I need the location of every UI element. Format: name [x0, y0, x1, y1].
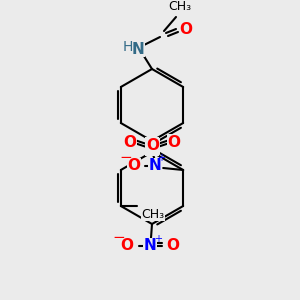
Text: N: N: [149, 158, 162, 173]
Text: O: O: [124, 135, 136, 150]
Text: O: O: [179, 22, 193, 37]
Text: O: O: [167, 238, 179, 253]
Text: −: −: [112, 230, 125, 244]
Text: O: O: [121, 238, 134, 253]
Text: H: H: [123, 40, 133, 54]
Text: N: N: [144, 238, 156, 253]
Text: O: O: [128, 158, 141, 173]
Text: CH₃: CH₃: [168, 1, 192, 13]
Text: +: +: [154, 234, 162, 244]
Text: N: N: [132, 41, 144, 56]
Text: −: −: [120, 151, 133, 166]
Text: CH₃: CH₃: [141, 208, 164, 220]
Text: O: O: [167, 135, 181, 150]
Text: +: +: [157, 153, 165, 163]
Text: S: S: [146, 137, 158, 155]
Text: O: O: [147, 139, 160, 154]
